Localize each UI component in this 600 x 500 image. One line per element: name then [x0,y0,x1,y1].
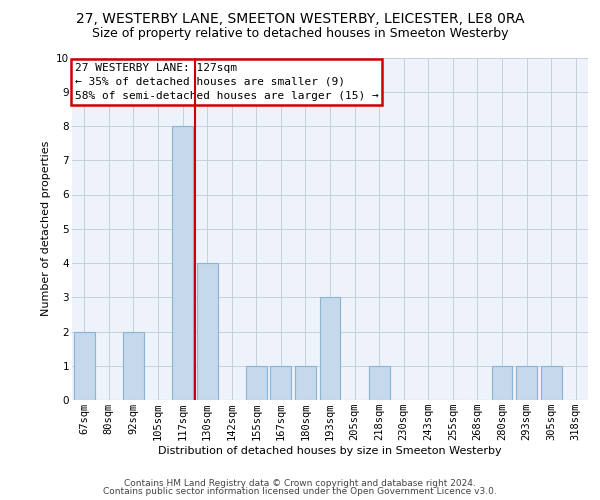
Text: Contains public sector information licensed under the Open Government Licence v3: Contains public sector information licen… [103,487,497,496]
Bar [271,366,292,400]
X-axis label: Distribution of detached houses by size in Smeeton Westerby: Distribution of detached houses by size … [158,446,502,456]
Bar [123,332,144,400]
Text: 27 WESTERBY LANE: 127sqm
← 35% of detached houses are smaller (9)
58% of semi-de: 27 WESTERBY LANE: 127sqm ← 35% of detach… [74,62,379,100]
Bar [197,263,218,400]
Bar [320,297,340,400]
Bar [295,366,316,400]
Text: Size of property relative to detached houses in Smeeton Westerby: Size of property relative to detached ho… [92,28,508,40]
Bar [541,366,562,400]
Text: Contains HM Land Registry data © Crown copyright and database right 2024.: Contains HM Land Registry data © Crown c… [124,478,476,488]
Bar [516,366,537,400]
Bar [246,366,267,400]
Bar [74,332,95,400]
Bar [172,126,193,400]
Y-axis label: Number of detached properties: Number of detached properties [41,141,50,316]
Bar [368,366,389,400]
Bar [491,366,512,400]
Text: 27, WESTERBY LANE, SMEETON WESTERBY, LEICESTER, LE8 0RA: 27, WESTERBY LANE, SMEETON WESTERBY, LEI… [76,12,524,26]
